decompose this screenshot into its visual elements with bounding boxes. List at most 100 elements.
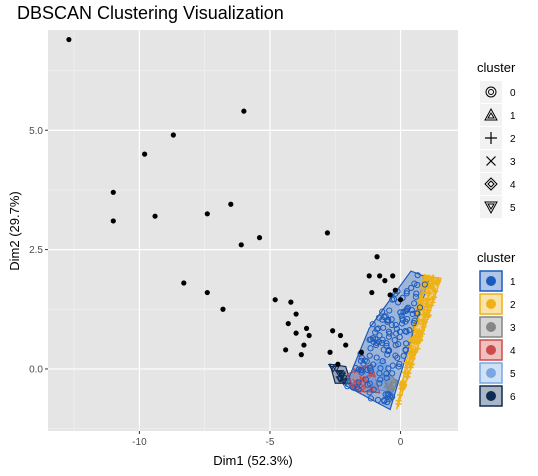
double-circle-icon bbox=[485, 86, 497, 98]
cluster-point-2 bbox=[402, 369, 409, 376]
cluster-point-6 bbox=[329, 366, 338, 373]
cluster-point-3 bbox=[389, 376, 398, 384]
cluster-point-1 bbox=[403, 328, 410, 335]
cluster-point-1 bbox=[383, 370, 390, 377]
noise-point bbox=[397, 297, 404, 303]
cluster-point-2 bbox=[420, 290, 427, 297]
cluster-point-1 bbox=[403, 290, 410, 297]
noise-point bbox=[298, 352, 304, 358]
legend-fill-label: 4 bbox=[510, 346, 516, 357]
data-point-layer bbox=[66, 36, 442, 407]
legend-shape-key bbox=[480, 81, 502, 103]
legend-fill-label: 6 bbox=[510, 392, 516, 403]
cluster-point-2 bbox=[400, 383, 407, 390]
cluster-point-2 bbox=[421, 316, 428, 323]
cluster-point-1 bbox=[355, 379, 362, 386]
noise-point bbox=[204, 211, 210, 217]
cluster-point-1 bbox=[376, 370, 383, 377]
cluster-point-1 bbox=[376, 332, 383, 339]
cluster-point-5 bbox=[378, 361, 386, 369]
cluster-point-2 bbox=[430, 274, 437, 281]
legend-shape-symbol-1 bbox=[484, 107, 498, 121]
legend-shape-label: 5 bbox=[510, 203, 516, 214]
x-tick-label: -5 bbox=[266, 437, 275, 448]
cluster-point-1 bbox=[396, 328, 404, 335]
cluster-point-2 bbox=[412, 329, 419, 336]
chart-title: DBSCAN Clustering Visualization bbox=[17, 3, 284, 23]
noise-point bbox=[303, 325, 310, 331]
cluster-point-1 bbox=[358, 354, 365, 361]
cluster-point-1 bbox=[363, 358, 370, 365]
cluster-point-1 bbox=[394, 354, 401, 361]
noise-point bbox=[241, 108, 247, 114]
diamond-icon bbox=[484, 177, 498, 191]
cluster-point-1 bbox=[398, 312, 405, 319]
legend-fill-dot-1 bbox=[486, 276, 496, 286]
cluster-point-6 bbox=[337, 374, 346, 381]
y-tick-label: 5.0 bbox=[29, 126, 43, 137]
cluster-point-2 bbox=[409, 355, 416, 362]
cluster-point-1 bbox=[370, 386, 377, 393]
noise-point bbox=[204, 289, 210, 296]
cluster-point-1 bbox=[414, 310, 421, 317]
legend-shape-label: 0 bbox=[510, 88, 516, 99]
cross-icon bbox=[486, 156, 496, 166]
y-tick-label: 2.5 bbox=[29, 245, 43, 256]
cluster-point-2 bbox=[411, 325, 418, 332]
noise-point bbox=[152, 213, 158, 219]
cluster-point-2 bbox=[399, 379, 406, 386]
cluster-point-1 bbox=[383, 342, 390, 349]
legend-shape-title: cluster bbox=[477, 60, 516, 75]
noise-point bbox=[288, 299, 294, 305]
legend-shape-symbol-0 bbox=[485, 86, 497, 98]
cluster-point-1 bbox=[389, 370, 396, 377]
cluster-point-1 bbox=[389, 362, 396, 369]
y-axis-title: Dim2 (29.7%) bbox=[7, 191, 22, 270]
cluster-point-1 bbox=[395, 341, 402, 348]
triangle-icon bbox=[487, 112, 495, 119]
cluster-point-1 bbox=[386, 393, 394, 400]
cluster-point-2 bbox=[404, 364, 411, 371]
cluster-point-1 bbox=[402, 346, 409, 353]
noise-point bbox=[324, 230, 331, 236]
cluster-point-1 bbox=[385, 365, 392, 372]
cluster-point-2 bbox=[408, 361, 415, 368]
cluster-point-1 bbox=[390, 296, 398, 303]
triangle-icon bbox=[484, 107, 498, 121]
cluster-point-1 bbox=[373, 326, 380, 333]
cluster-point-2 bbox=[420, 311, 427, 318]
noise-point bbox=[335, 361, 341, 367]
cluster-point-2 bbox=[424, 296, 431, 303]
cluster-point-1 bbox=[379, 336, 386, 343]
cluster-point-2 bbox=[415, 330, 422, 337]
cluster-point-5 bbox=[385, 375, 394, 383]
plus-icon bbox=[485, 132, 497, 144]
cluster-point-1 bbox=[411, 300, 418, 307]
cluster-point-3 bbox=[382, 381, 391, 389]
cluster-point-2 bbox=[418, 295, 425, 302]
cluster-point-1 bbox=[367, 367, 374, 374]
legend-shape-label: 4 bbox=[510, 180, 516, 191]
cluster-point-1 bbox=[376, 380, 383, 387]
down-triangle-icon bbox=[484, 201, 498, 215]
cluster-point-2 bbox=[425, 289, 432, 296]
cluster-point-1 bbox=[391, 336, 398, 344]
legend-fill-title: cluster bbox=[477, 250, 516, 265]
legend-shape-label: 2 bbox=[510, 134, 516, 145]
cluster-point-1 bbox=[398, 320, 406, 327]
cluster-point-6 bbox=[340, 377, 348, 385]
noise-point bbox=[390, 273, 396, 279]
legend-shape-symbol-5 bbox=[484, 201, 498, 215]
noise-point bbox=[377, 273, 383, 279]
cluster-point-1 bbox=[421, 281, 428, 288]
cluster-point-2 bbox=[411, 349, 418, 356]
cluster-point-2 bbox=[397, 391, 404, 398]
noise-point bbox=[327, 349, 333, 355]
noise-point bbox=[220, 306, 226, 312]
noise-point bbox=[330, 328, 336, 334]
cluster-point-2 bbox=[435, 276, 442, 283]
noise-point bbox=[343, 342, 349, 348]
cluster-point-1 bbox=[369, 321, 376, 328]
noise-point bbox=[283, 347, 289, 353]
cluster-point-1 bbox=[373, 354, 380, 361]
